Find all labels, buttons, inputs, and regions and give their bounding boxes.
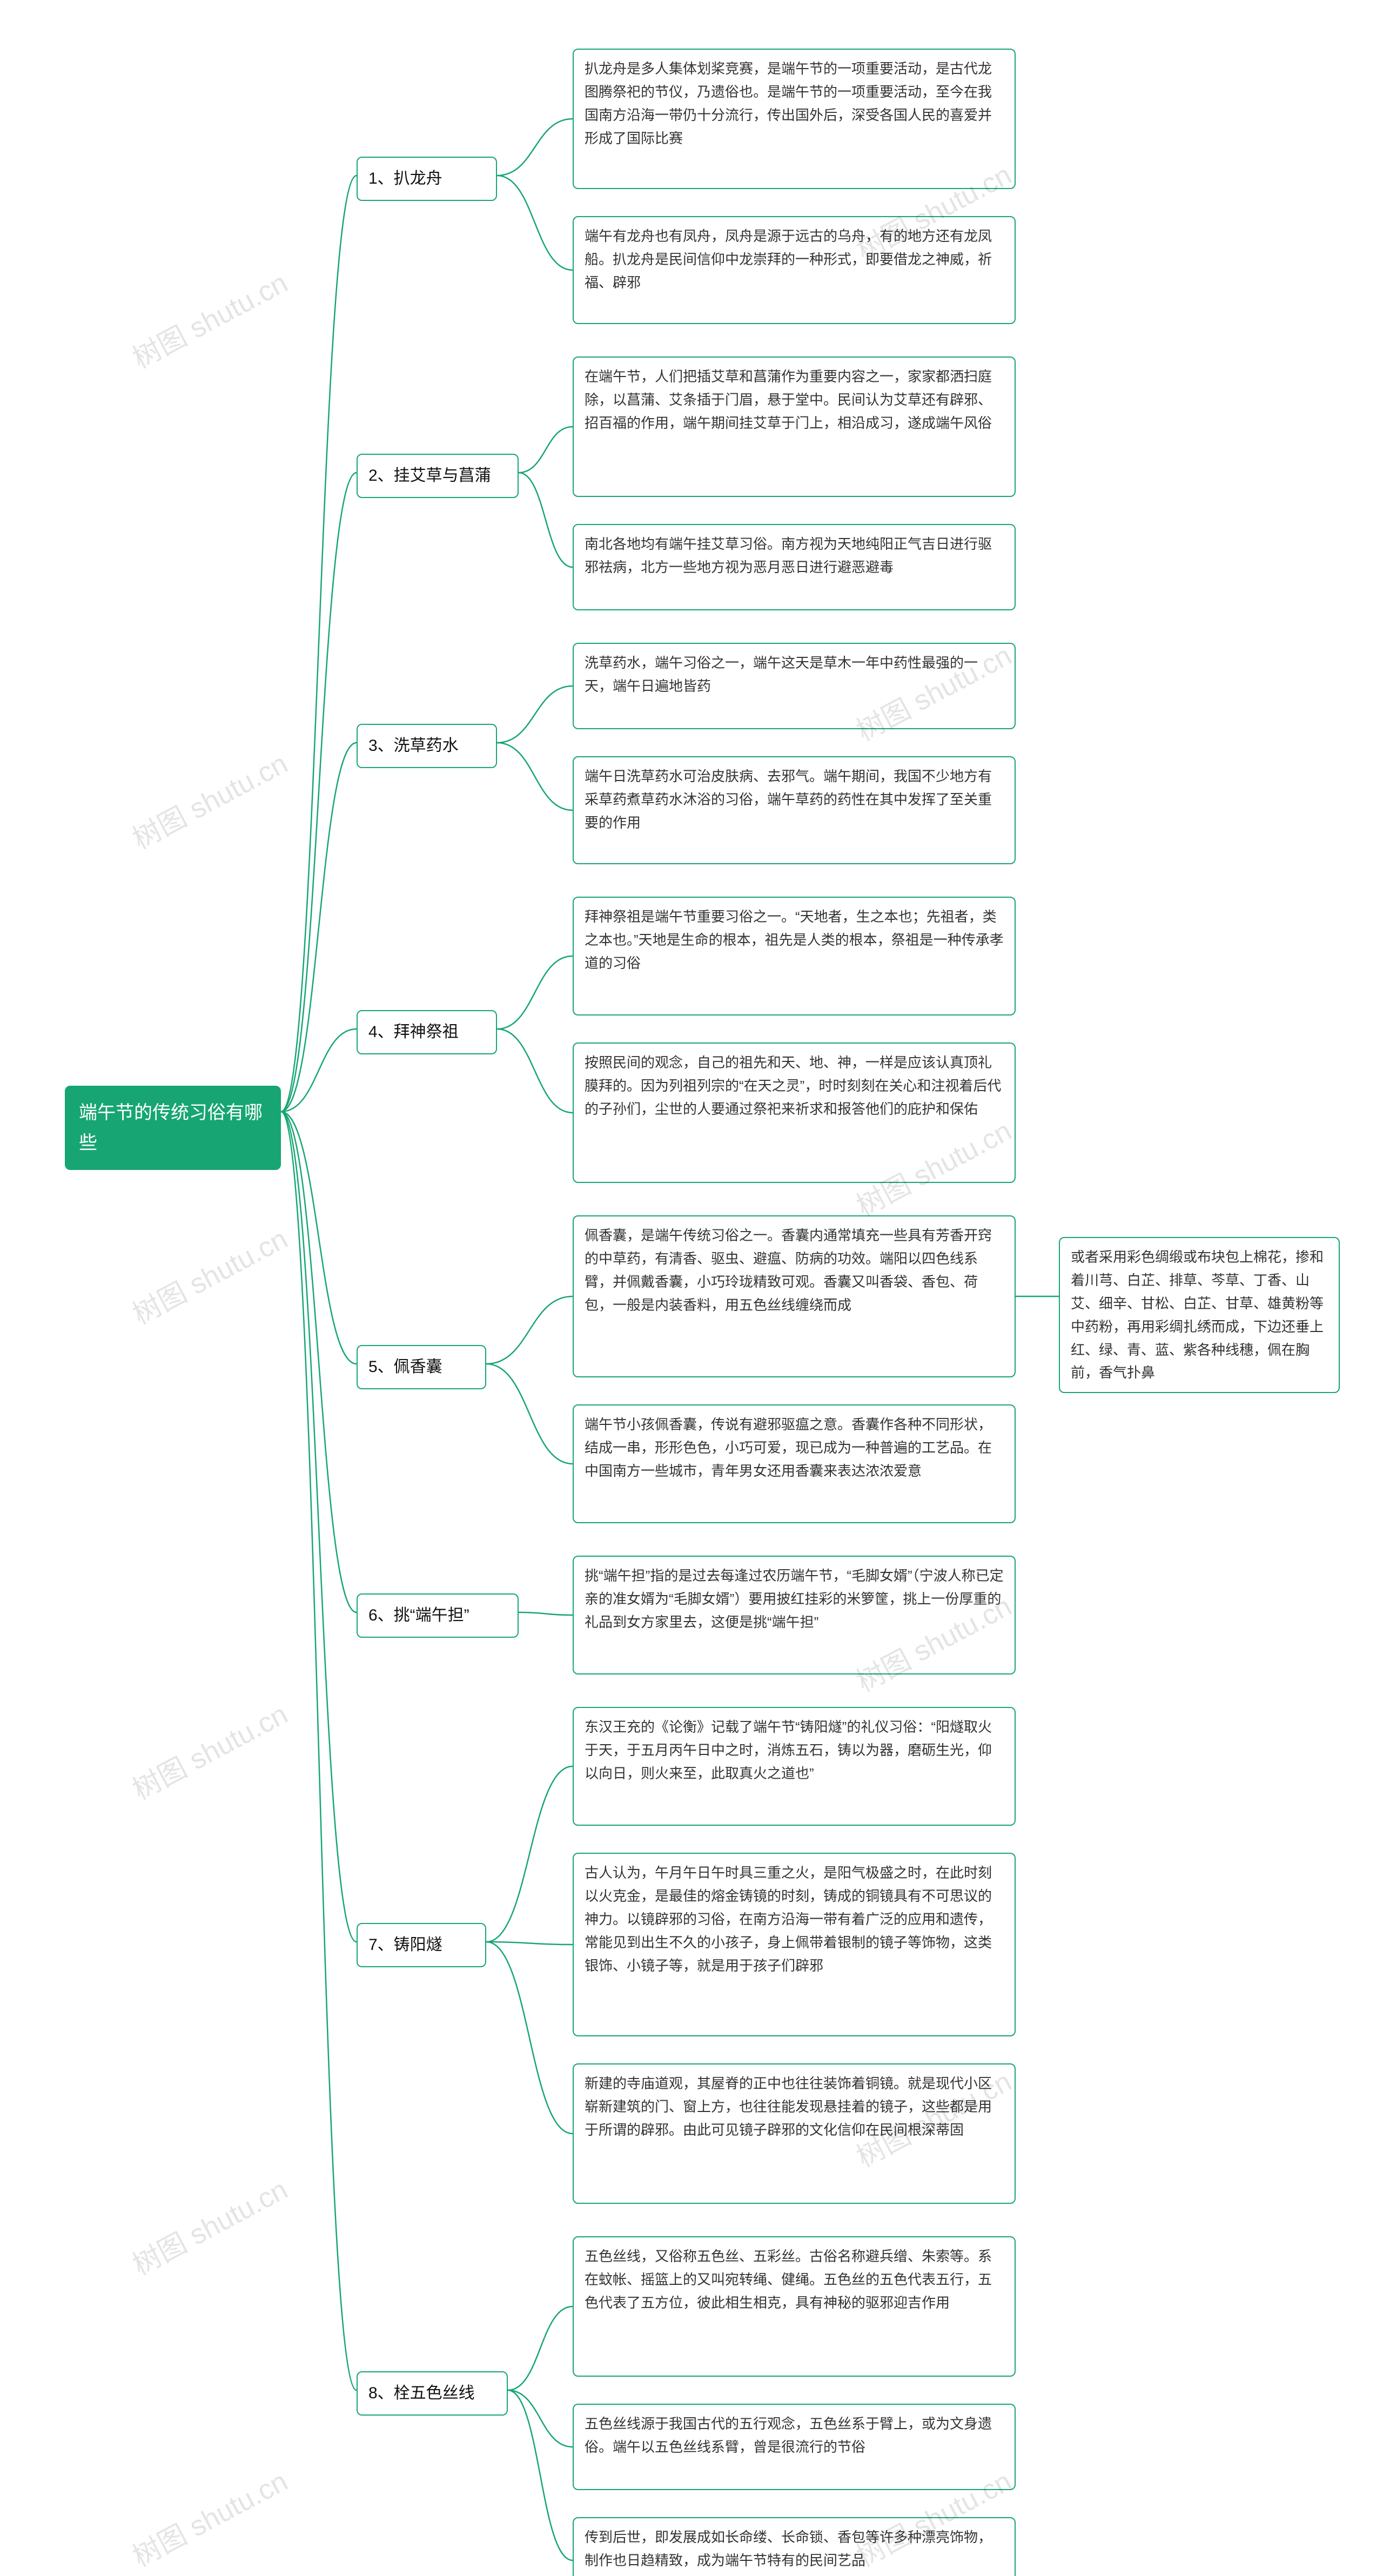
leaf-b7l2: 古人认为，午月午日午时具三重之火，是阳气极盛之时，在此时刻以火克金，是最佳的熔金…: [573, 1853, 1016, 2036]
branch-b3: 3、洗草药水: [357, 724, 497, 768]
leaf-b1l2: 端午有龙舟也有凤舟，凤舟是源于远古的乌舟，有的地方还有龙凤船。扒龙舟是民间信仰中…: [573, 216, 1016, 324]
connector: [497, 956, 573, 1029]
leaf-b5l1a: 或者采用彩色绸缎或布块包上棉花，掺和着川芎、白芷、排草、芩草、丁香、山艾、细辛、…: [1059, 1237, 1340, 1393]
connector: [497, 176, 573, 270]
watermark: 树图 shutu.cn: [124, 741, 293, 857]
connector: [519, 473, 573, 567]
leaf-b8l3: 传到后世，即发展成如长命缕、长命锁、香包等许多种漂亮饰物，制作也日趋精致，成为端…: [573, 2517, 1016, 2576]
branch-b6: 6、挑“端午担”: [357, 1593, 519, 1638]
connector: [486, 1942, 573, 2134]
branch-b2: 2、挂艾草与菖蒲: [357, 454, 519, 498]
root-node: 端午节的传统习俗有哪些: [65, 1086, 281, 1170]
branch-b5: 5、佩香囊: [357, 1345, 486, 1389]
connector: [486, 1364, 573, 1464]
connector: [281, 176, 357, 1112]
leaf-b2l1: 在端午节，人们把插艾草和菖蒲作为重要内容之一，家家都洒扫庭除，以菖蒲、艾条插于门…: [573, 357, 1016, 497]
connector: [281, 743, 357, 1112]
connector: [519, 1612, 573, 1615]
watermark: 树图 shutu.cn: [124, 2459, 293, 2574]
branch-b1: 1、扒龙舟: [357, 157, 497, 201]
leaf-b7l1: 东汉王充的《论衡》记载了端午节“铸阳燧”的礼仪习俗：“阳燧取火于天，于五月丙午日…: [573, 1707, 1016, 1826]
leaf-b1l1: 扒龙舟是多人集体划桨竞赛，是端午节的一项重要活动，是古代龙图腾祭祀的节仪，乃遗俗…: [573, 49, 1016, 189]
leaf-b5l1: 佩香囊，是端午传统习俗之一。香囊内通常填充一些具有芳香开窍的中草药，有清香、驱虫…: [573, 1215, 1016, 1377]
watermark: 树图 shutu.cn: [124, 2167, 293, 2283]
connector: [281, 1112, 357, 2390]
leaf-b6l1: 挑“端午担”指的是过去每逢过农历端午节，“毛脚女婿”（宁波人称已定亲的准女婿为“…: [573, 1556, 1016, 1674]
connector: [508, 2390, 573, 2447]
connector: [519, 427, 573, 473]
connector: [281, 1112, 357, 1612]
leaf-b8l1: 五色丝线，又俗称五色丝、五彩丝。古俗名称避兵缯、朱索等。系在蚊帐、摇篮上的又叫宛…: [573, 2236, 1016, 2377]
connector: [497, 1029, 573, 1113]
leaf-b3l1: 洗草药水，端午习俗之一，端午这天是草木一年中药性最强的一天，端午日遍地皆药: [573, 643, 1016, 729]
watermark: 树图 shutu.cn: [124, 1216, 293, 1332]
leaf-b4l2: 按照民间的观念，自己的祖先和天、地、神，一样是应该认真顶礼膜拜的。因为列祖列宗的…: [573, 1042, 1016, 1183]
leaf-b4l1: 拜神祭祖是端午节重要习俗之一。“天地者，生之本也；先祖者，类之本也。”天地是生命…: [573, 897, 1016, 1015]
leaf-b7l3: 新建的寺庙道观，其屋脊的正中也往往装饰着铜镜。就是现代小区崭新建筑的门、窗上方，…: [573, 2063, 1016, 2204]
connector: [281, 1112, 357, 1942]
branch-b8: 8、栓五色丝线: [357, 2371, 508, 2416]
watermark: 树图 shutu.cn: [124, 1692, 293, 1807]
connector: [497, 686, 573, 743]
connector: [508, 2390, 573, 2560]
connector: [486, 1942, 573, 1945]
leaf-b3l2: 端午日洗草药水可治皮肤病、去邪气。端午期间，我国不少地方有采草药煮草药水沐浴的习…: [573, 756, 1016, 864]
watermark: 树图 shutu.cn: [124, 260, 293, 376]
connector: [497, 743, 573, 810]
connector: [497, 119, 573, 176]
connector: [486, 1296, 573, 1364]
connector: [508, 2306, 573, 2390]
connector: [281, 1112, 357, 1364]
connector: [281, 1029, 357, 1112]
branch-b7: 7、铸阳燧: [357, 1923, 486, 1967]
leaf-b8l2: 五色丝线源于我国古代的五行观念，五色丝系于臂上，或为文身遗俗。端午以五色丝线系臂…: [573, 2404, 1016, 2490]
mindmap-canvas: 端午节的传统习俗有哪些 1、扒龙舟 扒龙舟是多人集体划桨竞赛，是端午节的一项重要活动…: [0, 0, 1383, 2576]
connector: [486, 1766, 573, 1942]
leaf-b5l2: 端午节小孩佩香囊，传说有避邪驱瘟之意。香囊作各种不同形状，结成一串，形形色色，小…: [573, 1404, 1016, 1523]
leaf-b2l2: 南北各地均有端午挂艾草习俗。南方视为天地纯阳正气吉日进行驱邪祛病，北方一些地方视…: [573, 524, 1016, 610]
branch-b4: 4、拜神祭祖: [357, 1010, 497, 1054]
connector: [281, 473, 357, 1112]
